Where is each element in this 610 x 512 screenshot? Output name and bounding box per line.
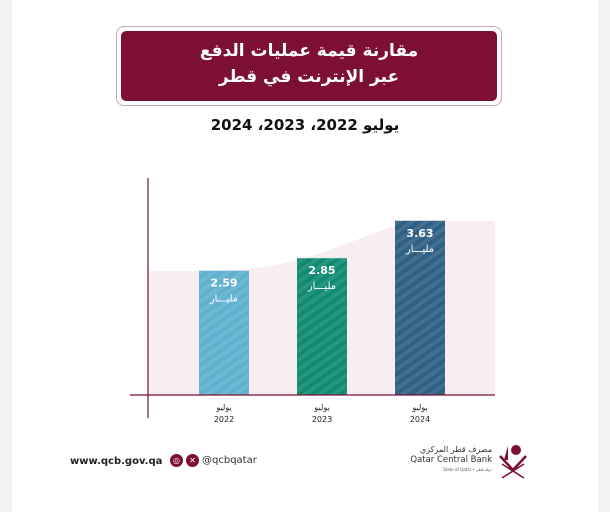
logo-english: Qatar Central Bank <box>410 455 492 465</box>
x-tick-month: يوليو <box>313 403 329 412</box>
x-tick-year: 2022 <box>214 415 234 424</box>
value-label: 3.63 <box>406 227 433 240</box>
title: مقارنة قيمة عمليات الدفع عبر الإنترنت في… <box>121 31 497 101</box>
x-icon[interactable]: ✕ <box>186 454 199 467</box>
bar-stripes <box>395 220 445 395</box>
logo-arabic: مصرف قطر المركزي <box>420 445 492 454</box>
emblem-icon <box>499 445 527 479</box>
unit-label: مليـــار <box>405 244 434 255</box>
value-label: 2.85 <box>308 264 335 277</box>
title-line-1: مقارنة قيمة عمليات الدفع <box>199 41 419 61</box>
social-handle[interactable]: @qcbqatar <box>202 455 257 466</box>
title-line-2: عبر الإنترنت في قطر <box>218 67 400 87</box>
x-tick-month: يوليو <box>215 403 231 412</box>
title-box: مقارنة قيمة عمليات الدفع عبر الإنترنت في… <box>116 26 502 106</box>
subtitle: يوليو 2022، 2023، 2024 <box>210 116 400 134</box>
bar-stripes <box>297 258 347 395</box>
unit-label: مليـــار <box>307 281 336 292</box>
bar-stripes <box>199 270 249 395</box>
x-tick-year: 2023 <box>312 415 332 424</box>
qcb-logo: مصرف قطر المركزي Qatar Central Bank Stat… <box>410 442 530 482</box>
unit-label: مليـــار <box>209 294 238 305</box>
instagram-icon[interactable]: ◎ <box>170 454 183 467</box>
social-links: ◎ ✕ @qcbqatar <box>170 454 257 467</box>
website-link[interactable]: www.qcb.gov.qa <box>70 456 163 467</box>
value-label: 2.59 <box>210 277 237 290</box>
x-tick-year: 2024 <box>410 415 430 424</box>
x-tick-month: يوليو <box>411 403 427 412</box>
logo-subtext: State of Qatar • دولة قطر <box>443 467 492 472</box>
